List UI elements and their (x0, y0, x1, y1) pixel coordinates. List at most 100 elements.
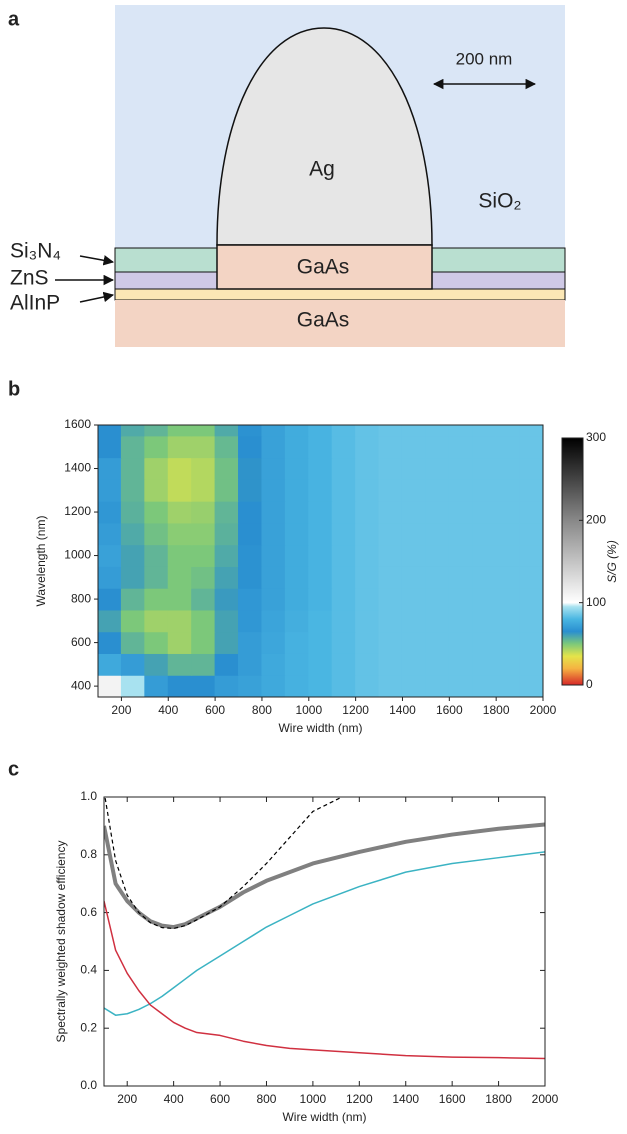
heatmap-cell (425, 544, 449, 567)
heatmap-cell (261, 588, 285, 611)
heatmap-cell (496, 435, 520, 458)
heatmap-cell (379, 544, 403, 567)
heatmap-cell (402, 544, 426, 567)
y-tick-label: 0.8 (80, 847, 97, 861)
heatmap-cell (449, 479, 473, 502)
x-tick-label: 1000 (295, 703, 322, 717)
heatmap-cell (121, 566, 145, 589)
heatmap-cell (121, 675, 145, 698)
heatmap-cell (332, 609, 356, 632)
heatmap-cell (191, 653, 215, 676)
heatmap-cell (168, 522, 192, 545)
heatmap-cell (355, 501, 379, 524)
heatmap-cell (285, 675, 309, 698)
heatmap-cell (98, 457, 122, 480)
colorbar-tick-label: 300 (586, 430, 606, 444)
heatmap-cell (425, 435, 449, 458)
heatmap-cell (496, 544, 520, 567)
y-tick-label: 1600 (64, 417, 91, 431)
heatmap-cell (285, 566, 309, 589)
x-tick-label: 1600 (439, 1092, 466, 1106)
x-tick-label: 800 (256, 1092, 276, 1106)
heatmap-cell (355, 435, 379, 458)
heatmap-cell (379, 675, 403, 698)
heatmap-cell (496, 675, 520, 698)
heatmap-cell (472, 435, 496, 458)
label: ZnS (10, 267, 49, 290)
heatmap-cell (425, 609, 449, 632)
heatmap-cell (98, 653, 122, 676)
heatmap-cell (168, 544, 192, 567)
heatmap-cell (332, 479, 356, 502)
x-axis-label: Wire width (nm) (282, 1110, 366, 1124)
heatmap-cell (332, 522, 356, 545)
heatmap-cell (496, 631, 520, 654)
line-series (104, 788, 359, 928)
colorbar-tick-label: 0 (586, 677, 593, 691)
heatmap-cell (496, 609, 520, 632)
heatmap-cell (519, 609, 543, 632)
colorbar-tick-label: 200 (586, 513, 606, 527)
heatmap-cell (449, 457, 473, 480)
heatmap-cell (355, 588, 379, 611)
heatmap-cell (472, 675, 496, 698)
y-tick-label: 400 (71, 678, 91, 692)
heatmap-cell (496, 457, 520, 480)
heatmap-cell (98, 479, 122, 502)
heatmap-cell (449, 675, 473, 698)
heatmap-cell (238, 566, 262, 589)
heatmap-cell (355, 457, 379, 480)
heatmap-cell (308, 457, 332, 480)
heatmap-cell (379, 435, 403, 458)
heatmap-cell (191, 544, 215, 567)
heatmap-cell (215, 435, 239, 458)
heatmap-cell (308, 588, 332, 611)
heatmap-cell (496, 588, 520, 611)
heatmap-cell (238, 653, 262, 676)
pointer (80, 295, 113, 302)
x-tick-label: 800 (252, 703, 272, 717)
heatmap-cell (261, 675, 285, 698)
heatmap-cell (425, 479, 449, 502)
diagram: Ag GaAs GaAs SiO₂ 200 nm Si₃N₄ ZnS AlInP (10, 5, 565, 347)
heatmap-cell (308, 501, 332, 524)
label: Si₃N₄ (10, 240, 61, 263)
alinp-layer (115, 289, 565, 300)
x-tick-label: 400 (164, 1092, 184, 1106)
heatmap-cell (261, 631, 285, 654)
heatmap-cell (355, 675, 379, 698)
heatmap-cell (168, 588, 192, 611)
heatmap-cell (215, 566, 239, 589)
heatmap-cell (519, 479, 543, 502)
heatmap-cell (402, 501, 426, 524)
heatmap-cell (379, 609, 403, 632)
heatmap-cell (238, 479, 262, 502)
heatmap-cell (238, 457, 262, 480)
heatmap-cell (308, 653, 332, 676)
heatmap-cell (332, 501, 356, 524)
heatmap-cell (168, 479, 192, 502)
heatmap-cell (144, 631, 168, 654)
heatmap-cell (168, 435, 192, 458)
heatmap-cell (425, 675, 449, 698)
heatmap-cell (191, 675, 215, 698)
heatmap-cell (332, 457, 356, 480)
heatmap-cell (261, 653, 285, 676)
heatmap-cell (519, 501, 543, 524)
heatmap-cell (472, 544, 496, 567)
heatmap-cell (121, 631, 145, 654)
label: GaAs (297, 256, 350, 279)
x-tick-label: 1400 (389, 703, 416, 717)
heatmap-cell (472, 501, 496, 524)
heatmap-cell (449, 609, 473, 632)
heatmap-cell (449, 631, 473, 654)
heatmap-cell (98, 631, 122, 654)
x-tick-label: 200 (117, 1092, 137, 1106)
heatmap-cell (98, 675, 122, 698)
y-tick-label: 0.0 (80, 1078, 97, 1092)
x-tick-label: 2000 (530, 703, 557, 717)
x-tick-label: 1800 (483, 703, 510, 717)
heatmap-cell (215, 457, 239, 480)
heatmap-cell (168, 501, 192, 524)
label: Ag (309, 158, 335, 181)
